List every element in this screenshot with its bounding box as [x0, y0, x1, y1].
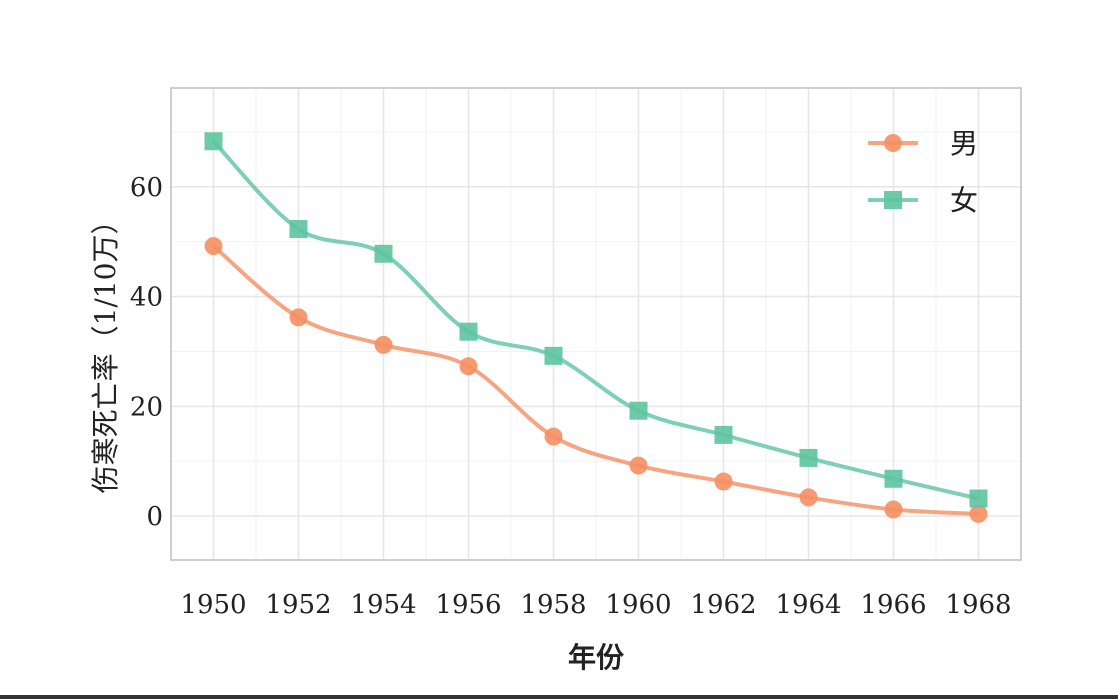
data-point [714, 472, 733, 491]
data-point [289, 220, 308, 239]
legend-label: 女 [950, 184, 978, 217]
y-tick-labels: 0 20 40 60 [130, 173, 163, 532]
data-point [544, 427, 563, 446]
grid-minor [171, 88, 1022, 560]
x-axis-title: 年份 [568, 641, 624, 674]
data-point [799, 488, 818, 507]
data-point [204, 132, 223, 151]
data-point [459, 322, 478, 341]
legend-marker [884, 134, 902, 152]
data-point [969, 489, 988, 508]
x-tick-label: 1964 [775, 590, 841, 620]
data-point [204, 237, 223, 256]
y-tick-label: 0 [146, 502, 163, 532]
x-tick-label: 1962 [690, 590, 756, 620]
x-tick-label: 1960 [605, 590, 671, 620]
data-point [884, 469, 903, 488]
y-tick-label: 60 [130, 173, 163, 203]
y-tick-label: 40 [130, 283, 163, 313]
x-tick-labels: 1950 1952 1954 1956 1958 1960 1962 1964 1966 1968 [180, 590, 1011, 620]
plot-border [170, 87, 1022, 561]
data-point [629, 456, 648, 475]
x-tick-label: 1950 [180, 590, 246, 620]
series-line [211, 139, 981, 501]
data-point [799, 448, 818, 467]
x-tick-label: 1956 [435, 590, 501, 620]
data-point [629, 401, 648, 420]
x-tick-label: 1952 [265, 590, 331, 620]
bottom-border [0, 695, 1118, 699]
y-tick-label: 20 [130, 392, 163, 422]
data-point [459, 357, 478, 376]
data-point [969, 504, 988, 523]
x-tick-label: 1966 [860, 590, 926, 620]
series-lines [211, 139, 981, 516]
x-tick-label: 1958 [520, 590, 586, 620]
legend-label: 男 [950, 127, 978, 160]
data-point [714, 425, 733, 444]
x-tick-label: 1954 [350, 590, 416, 620]
data-point [289, 308, 308, 327]
legend: 男女 [868, 127, 978, 217]
data-point [374, 244, 393, 263]
data-point [374, 335, 393, 354]
y-axis-title: 伤寒死亡率（1/10万） [89, 207, 122, 494]
series-markers [204, 132, 988, 523]
data-point [884, 500, 903, 519]
series-line [211, 244, 981, 516]
legend-marker [884, 191, 902, 209]
data-point [544, 346, 563, 365]
x-tick-label: 1968 [945, 590, 1011, 620]
